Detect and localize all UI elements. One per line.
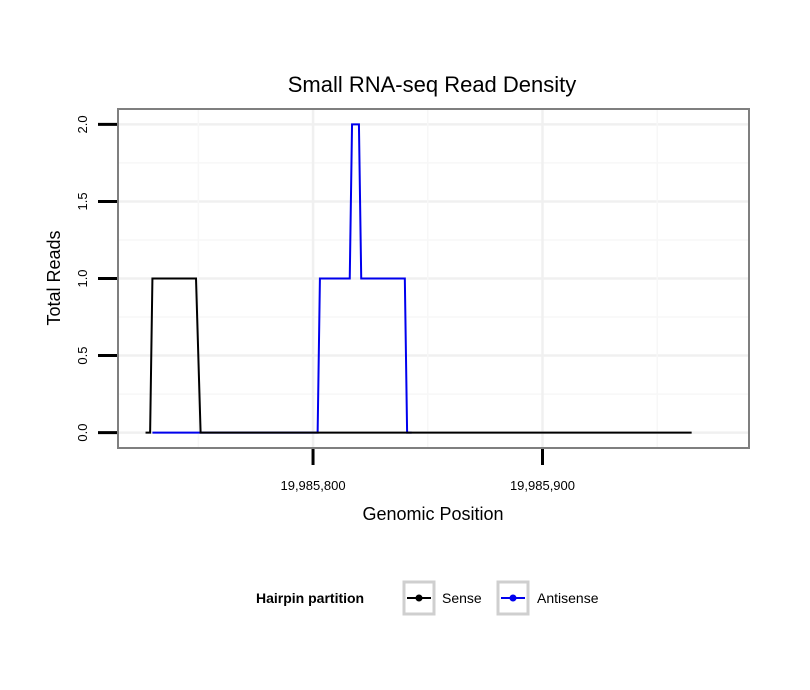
- y-tick-label: 0.5: [75, 347, 90, 365]
- y-axis: 0.0 0.5 1.0 1.5 2.0: [75, 115, 117, 442]
- legend-label: Antisense: [537, 590, 599, 606]
- y-tick-label: 0.0: [75, 424, 90, 442]
- legend-label: Sense: [442, 590, 482, 606]
- x-axis-title: Genomic Position: [362, 504, 503, 524]
- y-tick-label: 2.0: [75, 115, 90, 133]
- plot-series: [145, 123, 692, 434]
- legend-item-antisense: Antisense: [496, 580, 599, 616]
- grid: [118, 109, 749, 448]
- y-axis-title: Total Reads: [44, 230, 64, 325]
- plot-panel-border: [117, 108, 750, 449]
- legend-key-point: [509, 594, 517, 602]
- y-tick-label: 1.0: [75, 269, 90, 287]
- x-tick-label: 19,985,800: [280, 478, 345, 493]
- x-tick-label: 19,985,900: [510, 478, 575, 493]
- legend-item-sense: Sense: [402, 580, 482, 616]
- y-tick-label: 1.5: [75, 192, 90, 210]
- series-line-sense: [145, 277, 692, 434]
- x-axis: 19,985,800 19,985,900: [280, 449, 575, 493]
- legend: Hairpin partition Sense Antisense: [256, 580, 599, 616]
- legend-title: Hairpin partition: [256, 590, 364, 606]
- legend-key-point: [415, 594, 423, 602]
- chart-title: Small RNA-seq Read Density: [288, 72, 577, 97]
